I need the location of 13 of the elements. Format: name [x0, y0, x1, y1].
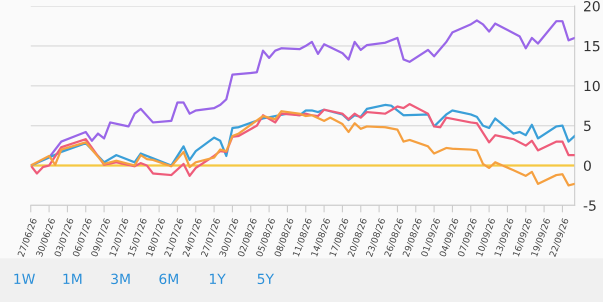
y-tick-label: 15: [584, 41, 600, 52]
text: 6M: [159, 274, 178, 284]
y-tick-label: 5: [584, 120, 591, 132]
text: 1Y: [210, 274, 226, 284]
y-tick-label: -5: [584, 200, 596, 211]
y-tick-label: 20: [584, 1, 600, 12]
text: 5Y: [258, 274, 274, 284]
text: 1M: [63, 274, 82, 284]
y-tick-label: 0: [584, 160, 591, 171]
text: 1W: [14, 274, 35, 284]
text: 3M: [111, 274, 130, 284]
line-series: [30, 110, 575, 187]
y-tick-label: 10: [584, 80, 600, 92]
